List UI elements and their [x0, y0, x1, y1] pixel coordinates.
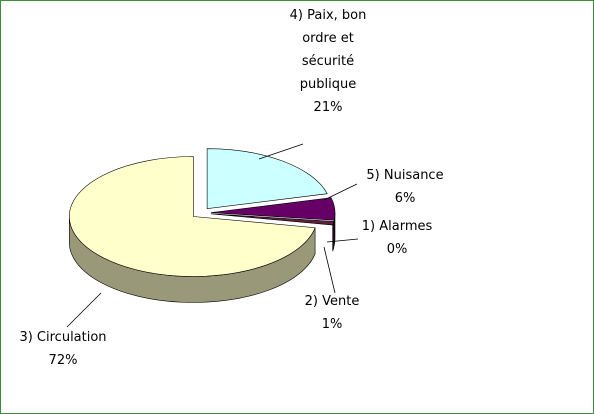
category-label: 4) Paix, bon ordre et sécurité publique: [289, 8, 367, 92]
category-label: 1) Alarmes: [361, 219, 433, 234]
value-label: 0%: [386, 242, 408, 257]
value-label: 1%: [321, 317, 343, 332]
slice: [210, 197, 336, 221]
category-label: 3) Circulation: [19, 330, 107, 345]
leader-line: [66, 292, 102, 328]
leader-line: [323, 246, 336, 294]
value-label: 72%: [48, 353, 78, 368]
slice: [206, 148, 328, 209]
data-label: 5) Nuisance 6%: [355, 164, 455, 210]
data-label: 4) Paix, bon ordre et sécurité publique 2…: [288, 4, 368, 119]
value-label: 6%: [394, 191, 416, 206]
value-label: 21%: [313, 100, 343, 115]
data-label: 3) Circulation 72%: [3, 326, 123, 372]
leader-line: [258, 143, 304, 160]
category-label: 5) Nuisance: [366, 168, 444, 183]
leader-line: [326, 238, 359, 243]
category-label: 2) Vente: [304, 294, 360, 309]
slice-tops: [69, 148, 336, 277]
slice: [210, 213, 335, 226]
data-label: 1) Alarmes 0%: [352, 215, 442, 261]
data-label: 2) Vente 1%: [287, 290, 377, 336]
slice: [69, 156, 316, 277]
leader-line: [323, 183, 358, 201]
